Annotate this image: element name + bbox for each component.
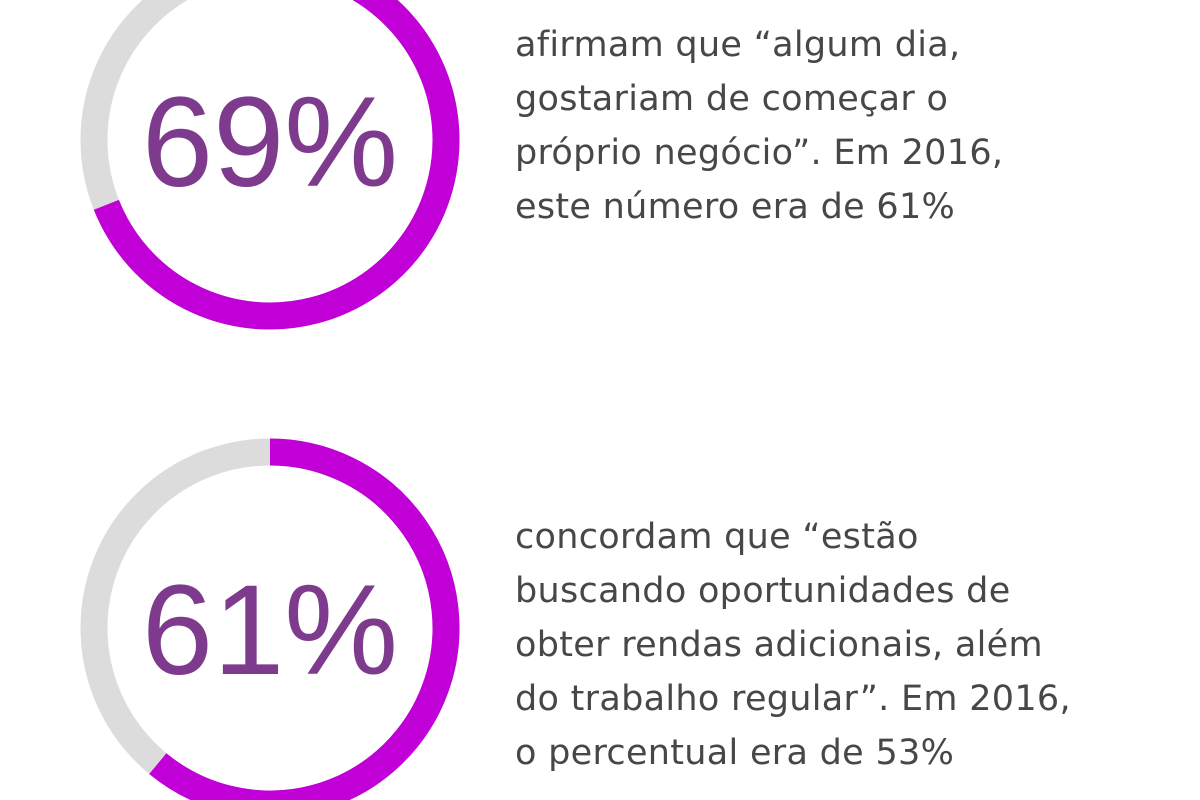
description-line: próprio negócio”. Em 2016, <box>515 133 1004 173</box>
description-line: gostariam de começar o <box>515 79 949 119</box>
description-line: obter rendas adicionais, além <box>515 625 1043 665</box>
description-line: do trabalho regular”. Em 2016, <box>515 679 1071 719</box>
donut-percent-label: 61% <box>142 559 398 702</box>
description-line: buscando oportunidades de <box>515 571 1011 611</box>
description-line: afirmam que “algum dia, <box>515 25 961 65</box>
description-line: concordam que “estão <box>515 517 919 557</box>
description-1: afirmam que “algum dia, gostariam de com… <box>515 18 1003 234</box>
donut-value-arc <box>93 0 460 330</box>
description-2: concordam que “estão buscando oportunida… <box>515 510 1071 780</box>
donut-percent-label: 69% <box>142 71 398 214</box>
description-line: o percentual era de 53% <box>515 733 955 773</box>
donut-value-arc <box>149 438 460 800</box>
description-line: este número era de 61% <box>515 187 956 227</box>
